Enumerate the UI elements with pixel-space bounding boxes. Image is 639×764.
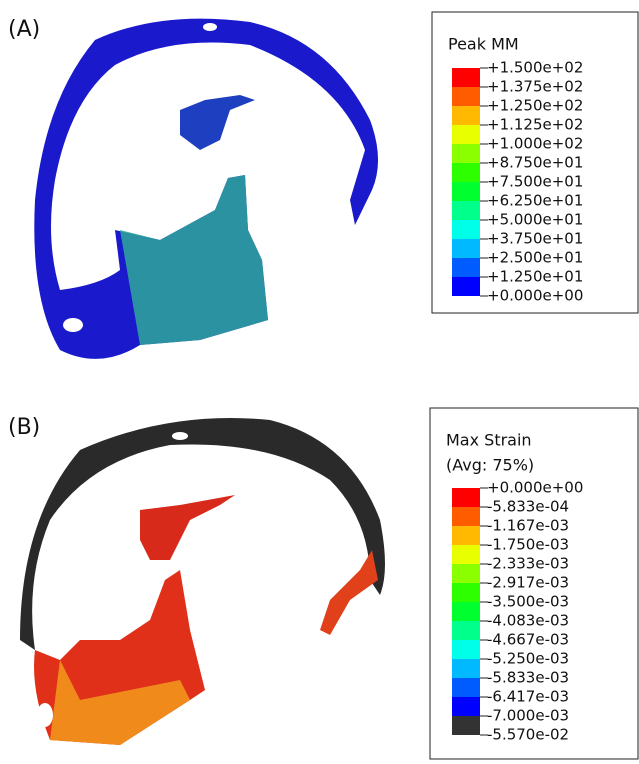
legend-box [429,407,639,760]
legend-label: -5.833e-03 [487,669,569,687]
legend-box [431,11,639,314]
legend-label: +1.000e+02 [487,135,583,153]
legend-label: +5.000e+01 [487,211,583,229]
legend-swatch [452,659,480,678]
legend-label: +0.000e+00 [487,479,583,497]
legend-swatch [452,640,480,659]
legend-swatch [452,125,480,144]
legend-label: +6.250e+01 [487,192,583,210]
legend-swatch [452,258,480,277]
legend-swatch [452,182,480,201]
legend-title: Max Strain [446,431,532,450]
legend-swatch [452,621,480,640]
legend-label: -2.917e-03 [487,574,569,592]
legend-swatch [452,220,480,239]
legend-label: +2.500e+01 [487,249,583,267]
legend-swatch [452,716,480,735]
legend-swatch [452,678,480,697]
legend-swatch [452,697,480,716]
legend-label: +1.375e+02 [487,78,583,96]
legend-swatch [452,201,480,220]
legend-swatch [452,106,480,125]
legend-label: -4.083e-03 [487,612,569,630]
panel-label: (A) [8,17,40,42]
legend-label: -7.000e-03 [487,707,569,725]
legend-swatch [452,277,480,296]
legend-label: +8.750e+01 [487,154,583,172]
legend-swatch [452,526,480,545]
legend-swatch [452,87,480,106]
legend-label: +1.125e+02 [487,116,583,134]
legend-swatch [452,144,480,163]
legend-swatch [452,163,480,182]
legend-label: +1.250e+02 [487,97,583,115]
legend-title: (Avg: 75%) [446,456,534,475]
legend-label: -4.667e-03 [487,631,569,649]
legend-label: -3.500e-03 [487,593,569,611]
legend-label: -6.417e-03 [487,688,569,706]
legend-label: +7.500e+01 [487,173,583,191]
mesh-a [34,18,379,359]
legend-label: +3.750e+01 [487,230,583,248]
legend-swatch [452,583,480,602]
legend-swatch [452,545,480,564]
legend-label: -5.570e-02 [487,726,569,744]
legend-label: +1.250e+01 [487,268,583,286]
legend-label: -1.167e-03 [487,517,569,535]
legend-label: -5.833e-04 [487,498,569,516]
legend-label: +1.500e+02 [487,59,583,77]
panel-label: (B) [8,415,40,440]
legend-label: +0.000e+00 [487,287,583,305]
legend-label: -5.250e-03 [487,650,569,668]
legend-swatch [452,564,480,583]
legend-title: Peak MM [448,35,519,54]
legend-label: -2.333e-03 [487,555,569,573]
legend-swatch [452,239,480,258]
legend-label: -1.750e-03 [487,536,569,554]
legend-swatch [452,68,480,87]
legend-swatch [452,602,480,621]
legend-swatch [452,488,480,507]
legend-swatch [452,507,480,526]
mesh-b [20,418,385,745]
